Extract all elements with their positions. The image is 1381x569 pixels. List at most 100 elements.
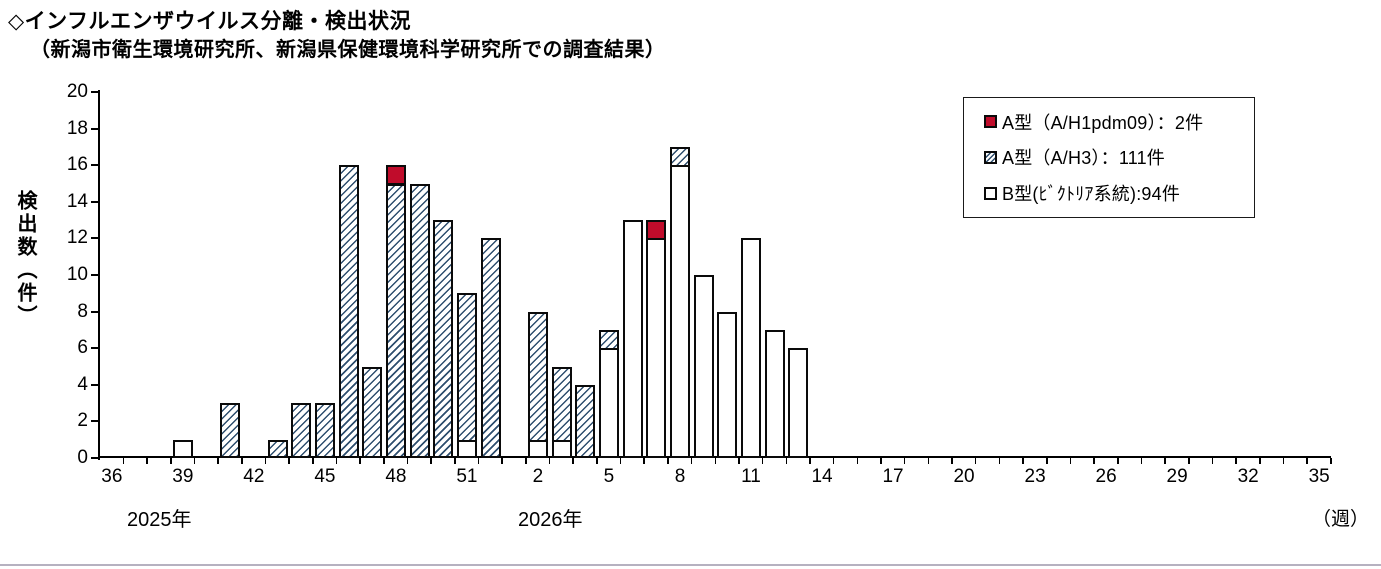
y-axis-tick xyxy=(91,91,98,93)
x-axis-tick-label: 8 xyxy=(674,466,686,487)
y-axis-line xyxy=(98,90,100,460)
x-axis-tick xyxy=(903,458,906,464)
bar-segment-b-week-2 xyxy=(527,439,548,458)
legend-label: A型（A/H1pdm09）：2件 xyxy=(1002,112,1204,133)
x-axis-tick xyxy=(217,458,219,464)
bar-segment-b-week-13 xyxy=(788,348,809,458)
x-axis-tick xyxy=(501,458,504,464)
legend-item-ah3: A型（A/H3）：111件 xyxy=(984,144,1248,170)
x-axis-tick-label: 51 xyxy=(456,466,478,487)
y-axis-tick xyxy=(91,347,98,350)
x-axis-tick xyxy=(1235,458,1237,464)
x-axis-tick-label: 26 xyxy=(1095,466,1117,487)
bar-segment-b-week-51 xyxy=(456,439,477,458)
x-axis-tick xyxy=(809,458,811,464)
legend-item-b: B型(ﾋﾞｸﾄﾘｱ系統):94件 xyxy=(984,180,1248,206)
y-axis-tick-label: 8 xyxy=(77,300,88,322)
bar-segment-b-week-10 xyxy=(717,311,738,458)
x-axis-tick xyxy=(1330,458,1332,464)
x-axis-tick xyxy=(572,458,575,464)
bar-segment-ah3-week-5 xyxy=(598,329,619,351)
x-axis-tick-label: 32 xyxy=(1237,466,1259,487)
x-axis-tick xyxy=(667,458,669,464)
bar-segment-ah3-week-45 xyxy=(314,403,335,458)
x-axis-tick xyxy=(1093,458,1095,464)
bar-segment-ah3-week-50 xyxy=(433,220,454,458)
bar-segment-ah3-week-49 xyxy=(409,183,430,458)
x-axis-tick-label: 48 xyxy=(385,466,407,487)
x-axis-tick-label: 45 xyxy=(314,466,336,487)
y-axis-tick xyxy=(91,383,98,386)
x-axis-tick-label: 11 xyxy=(741,466,761,487)
x-axis-tick xyxy=(1258,458,1261,464)
x-axis-tick xyxy=(383,458,385,464)
bar-segment-b-week-6 xyxy=(622,220,643,458)
x-axis-tick xyxy=(477,458,480,464)
x-axis-tick xyxy=(359,458,361,464)
x-axis-tick xyxy=(785,458,788,464)
x-axis-tick xyxy=(1211,458,1214,464)
x-axis-tick-label: 29 xyxy=(1166,466,1188,487)
chart-title: ◇インフルエンザウイルス分離・検出状況 xyxy=(8,10,412,33)
x-axis-tick xyxy=(1022,458,1024,464)
x-axis-tick xyxy=(312,458,314,464)
x-axis-tick xyxy=(335,458,338,464)
bar-segment-b-week-7 xyxy=(646,238,667,458)
bar-segment-b-week-8 xyxy=(669,165,690,458)
x-axis-tick xyxy=(454,458,456,464)
x-axis-tick xyxy=(856,458,859,464)
x-axis-tick xyxy=(548,458,551,464)
bar-segment-ah3-week-43 xyxy=(267,439,288,458)
x-axis-tick xyxy=(998,458,1001,464)
x-axis-tick xyxy=(832,458,835,464)
x-axis-tick xyxy=(619,458,622,464)
bottom-divider-line xyxy=(0,564,1381,566)
x-axis-tick xyxy=(170,458,172,464)
y-axis-tick-label: 0 xyxy=(77,447,88,468)
x-axis-tick-label: 20 xyxy=(953,466,975,487)
x-axis-tick-label: 42 xyxy=(243,466,265,487)
bar-segment-b-week-3 xyxy=(551,439,572,458)
x-axis-tick xyxy=(974,458,977,464)
y-axis-tick-label: 12 xyxy=(66,227,88,249)
x-axis-tick-label: 23 xyxy=(1024,466,1046,487)
x-axis-tick xyxy=(288,458,290,464)
x-axis-tick xyxy=(241,458,243,464)
chart-subtitle: （新潟市衛生環境研究所、新潟県保健環境科学研究所での調査結果） xyxy=(30,39,666,61)
bar-segment-ah3-week-44 xyxy=(291,403,312,458)
y-axis-tick-label: 6 xyxy=(77,337,88,359)
legend: A型（A/H1pdm09）：2件 A型（A/H3）：111件 B型(ﾋﾞｸﾄﾘｱ系統… xyxy=(963,97,1255,218)
x-axis-tick xyxy=(880,458,882,464)
bar-segment-pdm-week-7 xyxy=(646,220,667,241)
bar-segment-b-week-39 xyxy=(172,439,193,458)
bar-segment-ah3-week-8 xyxy=(669,146,690,168)
x-axis-tick xyxy=(1282,458,1285,464)
x-axis-tick xyxy=(1306,458,1308,464)
y-axis-tick-label: 4 xyxy=(77,373,88,395)
bar-segment-ah3-week-3 xyxy=(551,366,572,442)
bar-segment-ah3-week-51 xyxy=(456,293,477,442)
x-axis-tick xyxy=(1069,458,1072,464)
x-axis-tick xyxy=(1116,458,1119,464)
legend-marker-b-icon xyxy=(984,186,997,200)
y-axis-tick xyxy=(91,237,98,240)
x-axis-tick xyxy=(1045,458,1048,464)
x-axis-tick xyxy=(525,458,527,464)
bar-segment-ah3-week-41 xyxy=(220,403,241,458)
bar-segment-b-week-5 xyxy=(598,348,619,458)
legend-item-pdm: A型（A/H1pdm09）：2件 xyxy=(984,109,1248,135)
x-axis-unit-label: （週） xyxy=(1312,509,1370,530)
y-axis-tick xyxy=(91,310,98,313)
y-axis-tick xyxy=(91,164,98,167)
y-axis-tick-label: 2 xyxy=(77,410,88,432)
x-axis-tick xyxy=(122,458,125,464)
y-axis-tick xyxy=(91,457,98,459)
x-axis-tick xyxy=(1187,458,1190,464)
y-axis-label: 検出数（件） xyxy=(14,190,36,328)
y-axis-tick-label: 10 xyxy=(66,264,88,285)
x-axis-tick xyxy=(714,458,717,464)
x-axis-line xyxy=(98,456,1331,458)
x-axis-year-label-2026: 2026年 xyxy=(518,509,583,531)
x-axis-tick xyxy=(1164,458,1166,464)
